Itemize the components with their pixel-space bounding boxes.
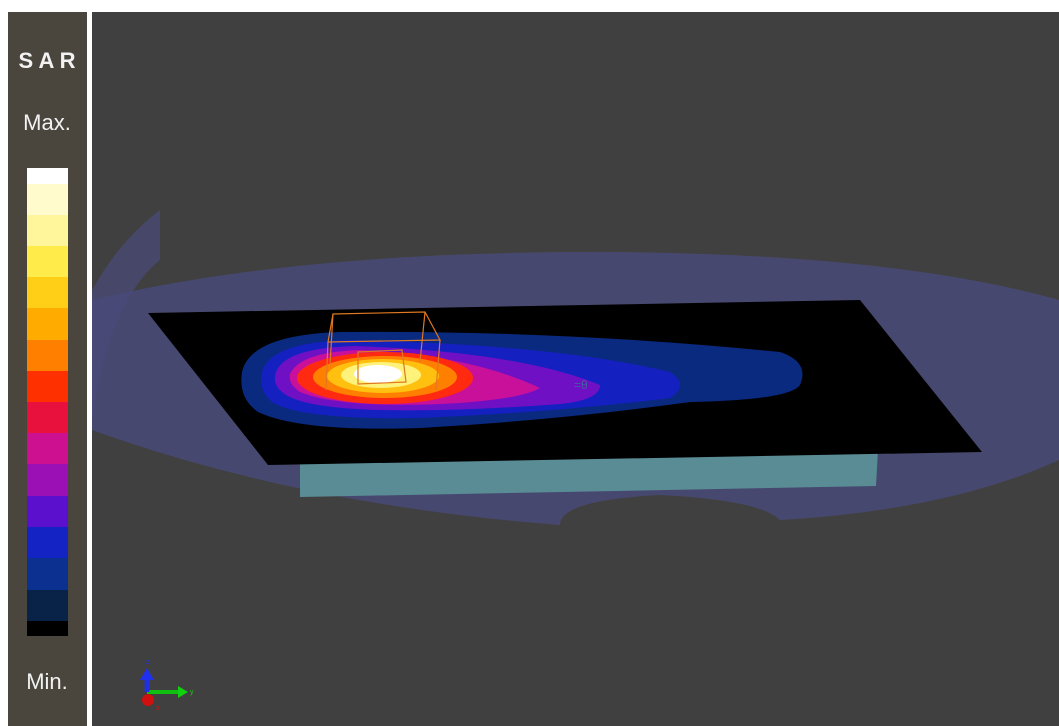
color-band [27, 215, 68, 246]
z-axis-head [140, 668, 154, 680]
y-axis-head [178, 686, 188, 698]
scene: =θ [92, 210, 1059, 525]
color-band [27, 402, 68, 433]
z-axis-label: z [146, 659, 150, 666]
phantom-shell [92, 210, 160, 420]
color-band [27, 277, 68, 308]
y-axis-label: y [190, 689, 194, 696]
legend-max-label: Max. [23, 110, 71, 135]
color-band [27, 558, 68, 590]
legend-min-label: Min. [26, 669, 68, 694]
color-band [27, 433, 68, 464]
origin-marker: =θ [574, 378, 588, 392]
color-band [27, 371, 68, 402]
color-band [27, 246, 68, 277]
color-band [27, 527, 68, 558]
color-band [27, 621, 68, 636]
color-band [27, 340, 68, 371]
x-axis-arrow [142, 694, 154, 706]
legend-title: S A R [18, 48, 75, 73]
axis-triad: z y x [140, 659, 194, 712]
color-bar [27, 168, 68, 636]
color-band [27, 496, 68, 527]
x-axis-label: x [156, 705, 160, 712]
color-band [27, 308, 68, 340]
sar-contour [354, 365, 402, 383]
color-band [27, 590, 68, 621]
color-band [27, 168, 68, 184]
color-band [27, 184, 68, 215]
color-band [27, 464, 68, 496]
zoom-scan-box [325, 311, 441, 391]
